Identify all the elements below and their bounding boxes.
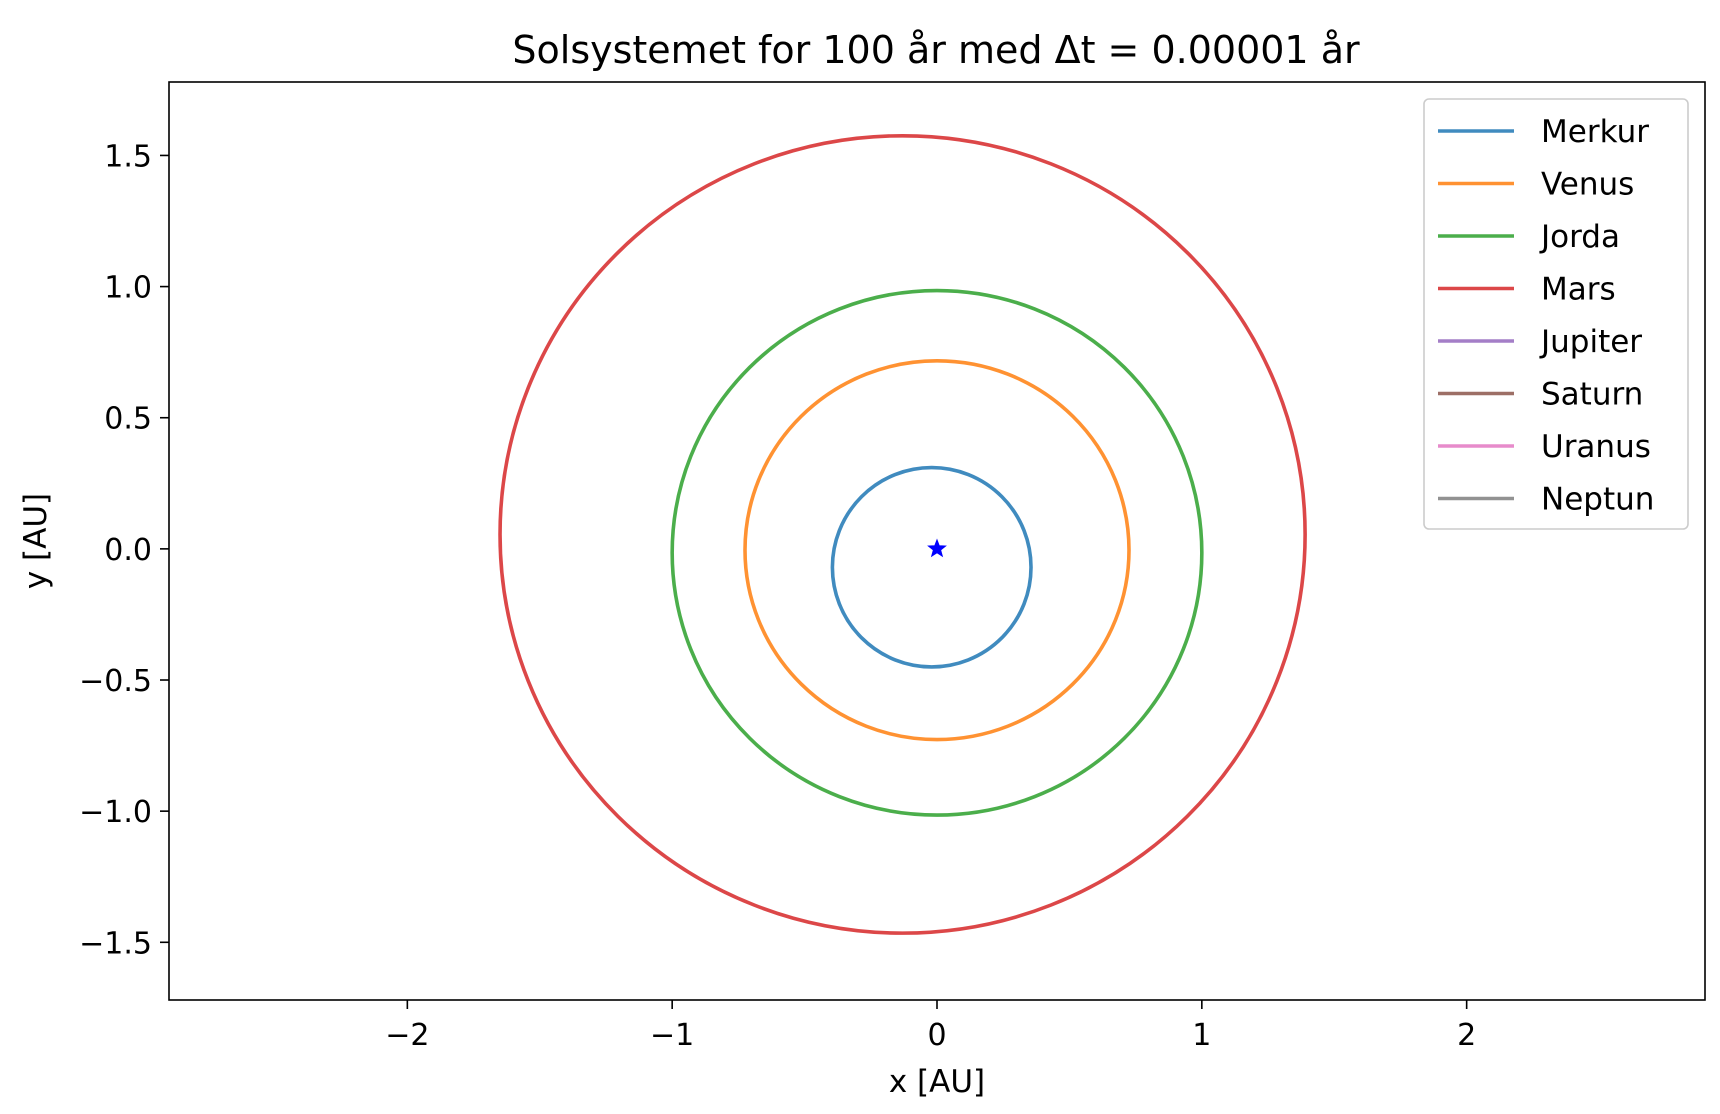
legend-label-uranus: Uranus <box>1541 429 1651 465</box>
y-tick-label: −1.5 <box>79 926 152 961</box>
orbit-jorda <box>670 288 1204 817</box>
orbit-mars <box>498 133 1307 935</box>
y-axis-label: y [AU] <box>18 493 54 589</box>
orbit-merkur <box>830 465 1033 669</box>
x-tick-label: 2 <box>1457 1018 1476 1053</box>
chart-title: Solsystemet for 100 år med Δt = 0.00001 … <box>512 28 1360 72</box>
legend-label-mars: Mars <box>1541 272 1616 308</box>
legend-label-saturn: Saturn <box>1541 377 1643 413</box>
y-tick-label: −0.5 <box>79 664 152 699</box>
x-tick-label: −1 <box>650 1018 694 1053</box>
orbit-venus <box>743 359 1131 742</box>
legend-label-jorda: Jorda <box>1539 219 1620 255</box>
x-ticks: −2 −1 0 1 2 <box>385 1000 1476 1053</box>
legend-label-merkur: Merkur <box>1541 114 1649 150</box>
x-tick-label: −2 <box>385 1018 429 1053</box>
legend-label-jupiter: Jupiter <box>1539 324 1642 360</box>
y-tick-label: 1.0 <box>104 271 152 306</box>
y-tick-label: 0.5 <box>104 402 152 437</box>
legend-label-neptun: Neptun <box>1541 482 1654 518</box>
x-tick-label: 0 <box>927 1018 946 1053</box>
y-tick-label: 0.0 <box>104 533 152 568</box>
y-ticks: −1.5 −1.0 −0.5 0.0 0.5 1.0 1.5 <box>79 139 169 961</box>
legend-label-venus: Venus <box>1541 167 1634 203</box>
orbits-layer <box>498 133 1307 935</box>
legend-frame <box>1423 98 1689 530</box>
x-tick-label: 1 <box>1192 1018 1211 1053</box>
y-tick-label: −1.0 <box>79 795 152 830</box>
sun-star-marker <box>927 538 947 558</box>
y-tick-label: 1.5 <box>104 139 152 174</box>
legend: Merkur Venus Jorda Mars Jupiter Saturn Uranus N… <box>1423 98 1689 530</box>
x-axis-label: x [AU] <box>889 1064 985 1100</box>
